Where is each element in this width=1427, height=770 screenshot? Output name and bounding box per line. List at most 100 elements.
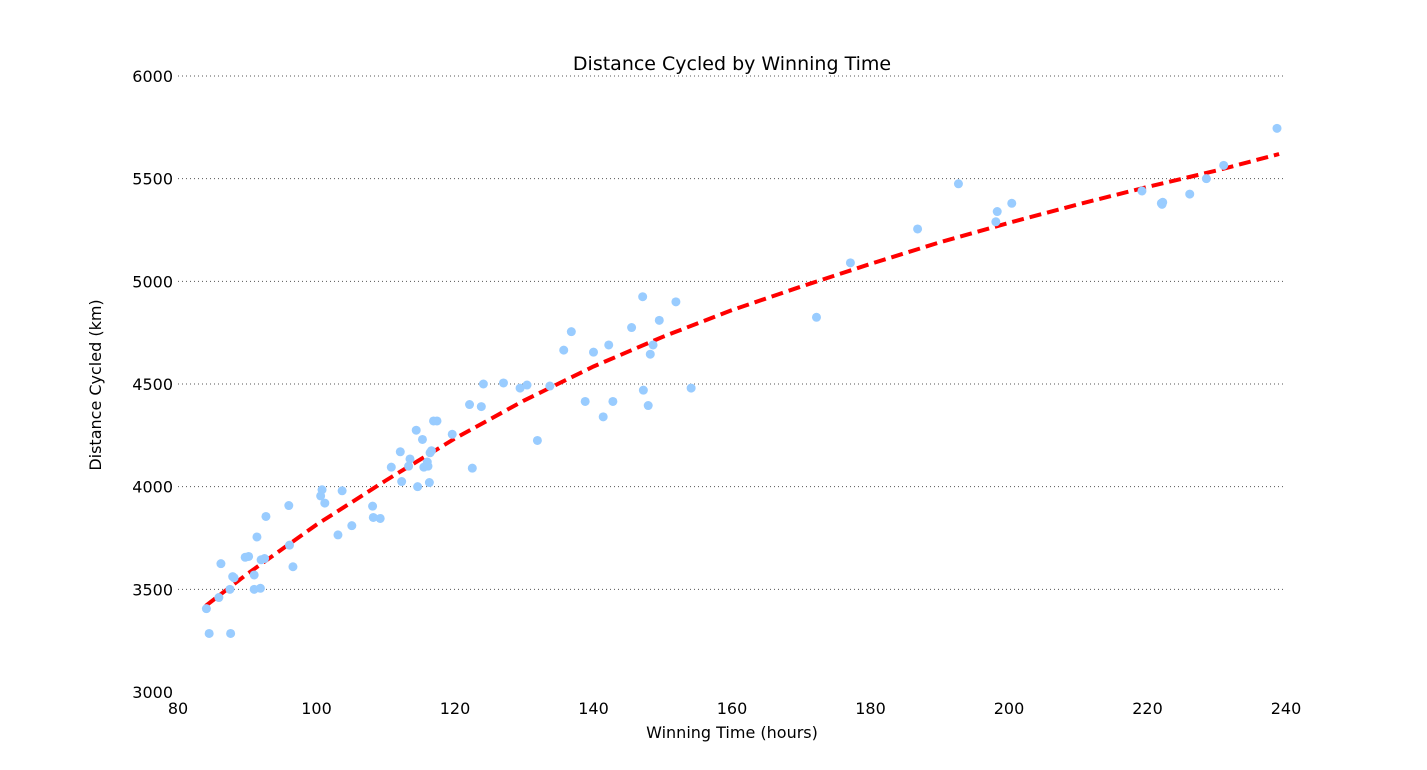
data-point [417,434,427,444]
x-tick-label: 220 [1132,699,1163,718]
x-tick-label: 160 [717,699,748,718]
data-point [226,628,236,638]
data-point [686,383,696,393]
y-tick-label: 5000 [132,272,173,291]
data-point [953,179,963,189]
data-point [589,347,598,357]
data-point [386,462,396,472]
data-point [347,521,357,531]
data-point [333,530,343,540]
data-point [559,345,569,355]
data-point [225,584,235,594]
data-point [368,512,378,522]
data-point [515,383,525,393]
data-point [566,327,576,337]
data-point [465,400,475,410]
data-point [671,297,681,307]
data-point [498,378,508,388]
data-point [1219,160,1229,170]
data-point [424,478,434,488]
x-tick-label: 80 [168,699,188,718]
data-point [375,513,385,523]
data-point [638,292,648,302]
data-point [643,401,653,411]
x-tick-label: 140 [578,699,609,718]
data-point [426,446,436,456]
x-tick-label: 240 [1271,699,1302,718]
data-point [478,379,488,389]
x-tick-label: 180 [855,699,886,718]
data-point [413,482,423,492]
data-point [447,429,457,439]
data-point [532,435,542,445]
data-point [214,593,224,603]
grid-lines [178,75,1286,590]
data-point [1158,197,1168,207]
data-point [411,425,421,435]
data-point [252,532,262,542]
y-tick-label: 3500 [132,580,173,599]
data-point [405,454,415,464]
y-tick-label: 4500 [132,375,173,394]
x-tick-label: 120 [440,699,471,718]
trend-line [204,152,1280,608]
data-point [423,461,433,471]
data-point [288,562,298,572]
data-point [201,604,211,614]
x-axis-label: Winning Time (hours) [646,723,818,742]
data-point [608,396,618,406]
data-point [811,312,821,322]
x-tick-labels: 80 100 120 140 160 180 200 220 240 [168,699,1301,718]
data-point [397,477,407,487]
data-point [991,217,1001,227]
data-point [337,486,347,496]
data-point [229,573,239,583]
data-point [368,501,378,511]
data-point [845,258,855,268]
points-layer [201,123,1282,638]
data-point [284,540,294,550]
data-point [216,559,226,569]
data-point [204,628,214,638]
y-tick-label: 4000 [132,478,173,497]
data-point [260,554,270,564]
chart-title: Distance Cycled by Winning Time [573,53,891,75]
data-point [580,396,590,406]
data-point [654,315,664,325]
data-point [261,511,271,521]
data-point [1137,186,1147,196]
trend-line-layer [204,152,1280,608]
data-point [604,340,614,350]
data-point [320,498,330,508]
data-point [1007,198,1017,208]
data-point [244,551,254,561]
data-point [395,447,405,457]
data-point [404,461,414,471]
x-tick-label: 200 [994,699,1025,718]
data-point [1201,174,1211,184]
data-point [255,583,265,593]
data-point [1185,189,1195,199]
x-tick-label: 100 [301,699,332,718]
data-point [1272,123,1282,133]
data-point [638,385,648,395]
data-point [467,463,477,473]
data-point [284,501,294,511]
data-point [476,402,486,412]
data-point [249,570,259,580]
data-point [432,416,442,426]
data-point [545,381,555,391]
data-point [522,380,532,390]
y-tick-labels: 3000 3500 4000 4500 5000 5500 6000 [132,67,173,702]
y-axis-label: Distance Cycled (km) [86,299,105,470]
y-tick-label: 6000 [132,67,173,86]
data-point [648,340,658,350]
data-point [645,349,655,359]
data-point [913,224,923,234]
data-point [598,412,608,422]
data-point [992,207,1002,217]
data-point [627,323,637,333]
y-tick-label: 5500 [132,170,173,189]
data-point [317,485,327,495]
